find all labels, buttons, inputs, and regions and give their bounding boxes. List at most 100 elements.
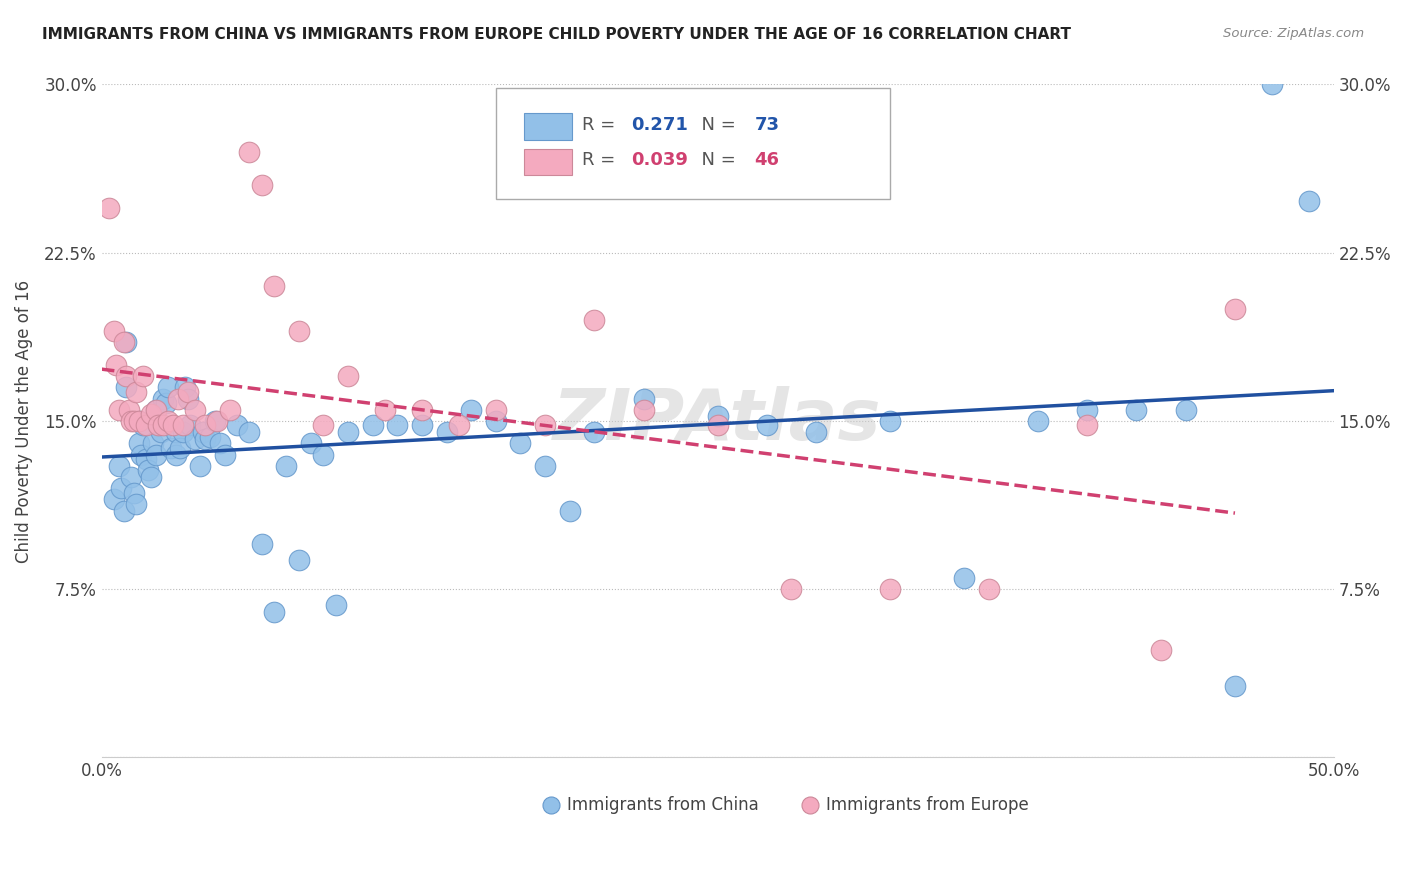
Point <box>706 418 728 433</box>
FancyBboxPatch shape <box>496 87 890 199</box>
Point <box>1223 679 1246 693</box>
Point <box>155 396 177 410</box>
Point <box>953 571 976 585</box>
Point <box>165 425 187 440</box>
Point <box>105 358 128 372</box>
Point <box>103 324 125 338</box>
Point <box>312 448 335 462</box>
Point <box>312 418 335 433</box>
Point <box>118 402 141 417</box>
Point <box>145 402 167 417</box>
Point <box>145 448 167 462</box>
Point <box>336 369 359 384</box>
Point <box>167 392 190 406</box>
Point <box>172 425 194 440</box>
Point <box>509 436 531 450</box>
Point <box>436 425 458 440</box>
FancyBboxPatch shape <box>524 149 572 176</box>
Point <box>177 392 200 406</box>
Text: N =: N = <box>690 152 742 169</box>
Point <box>755 418 778 433</box>
Point <box>218 402 240 417</box>
Point <box>108 458 131 473</box>
Point <box>103 492 125 507</box>
Point <box>115 380 138 394</box>
Point <box>411 402 433 417</box>
Point <box>207 414 229 428</box>
Point <box>460 402 482 417</box>
Point <box>112 335 135 350</box>
Point <box>157 414 180 428</box>
Point <box>238 145 260 159</box>
Point <box>132 369 155 384</box>
Point <box>208 436 231 450</box>
Point <box>276 458 298 473</box>
Point <box>977 582 1000 597</box>
Point <box>447 418 470 433</box>
Point <box>177 384 200 399</box>
Point <box>1174 402 1197 417</box>
Point <box>204 414 226 428</box>
Point <box>558 504 581 518</box>
Point <box>633 402 655 417</box>
Point <box>115 335 138 350</box>
Point <box>1223 301 1246 316</box>
Point <box>165 448 187 462</box>
Point <box>198 430 221 444</box>
Text: 0.271: 0.271 <box>631 116 688 134</box>
Point <box>148 418 170 433</box>
Point <box>110 481 132 495</box>
Point <box>485 402 508 417</box>
Point <box>184 432 207 446</box>
Point <box>188 458 211 473</box>
Point <box>129 448 152 462</box>
Point <box>534 418 557 433</box>
Point <box>169 441 191 455</box>
Point <box>411 418 433 433</box>
Text: 46: 46 <box>755 152 779 169</box>
Point <box>159 441 181 455</box>
Point <box>128 414 150 428</box>
Point <box>387 418 409 433</box>
Point <box>115 369 138 384</box>
Point <box>780 582 803 597</box>
Point <box>1076 402 1098 417</box>
Y-axis label: Child Poverty Under the Age of 16: Child Poverty Under the Age of 16 <box>15 279 32 563</box>
Point <box>706 409 728 424</box>
Point <box>374 402 396 417</box>
Point <box>325 598 347 612</box>
Point <box>250 178 273 193</box>
Point <box>1150 642 1173 657</box>
Point <box>139 407 162 421</box>
Point <box>172 418 194 433</box>
Point <box>214 448 236 462</box>
Point <box>263 605 285 619</box>
Point <box>250 537 273 551</box>
Point <box>125 497 148 511</box>
Text: N =: N = <box>690 116 742 134</box>
Text: IMMIGRANTS FROM CHINA VS IMMIGRANTS FROM EUROPE CHILD POVERTY UNDER THE AGE OF 1: IMMIGRANTS FROM CHINA VS IMMIGRANTS FROM… <box>42 27 1071 42</box>
Point <box>179 418 201 433</box>
Point <box>287 324 309 338</box>
Point <box>1125 402 1147 417</box>
Point <box>120 414 142 428</box>
Point <box>633 392 655 406</box>
Point <box>122 485 145 500</box>
Point <box>191 425 214 440</box>
Point <box>194 432 217 446</box>
Point <box>194 418 217 433</box>
Point <box>135 418 157 433</box>
Point <box>152 392 174 406</box>
Point <box>152 418 174 433</box>
Point <box>361 418 384 433</box>
Point <box>238 425 260 440</box>
Point <box>534 458 557 473</box>
Point <box>162 418 184 433</box>
Point <box>128 436 150 450</box>
Point <box>1298 194 1320 208</box>
Point <box>583 313 606 327</box>
Point <box>139 470 162 484</box>
Text: Source: ZipAtlas.com: Source: ZipAtlas.com <box>1223 27 1364 40</box>
Point <box>174 380 197 394</box>
Point <box>263 279 285 293</box>
